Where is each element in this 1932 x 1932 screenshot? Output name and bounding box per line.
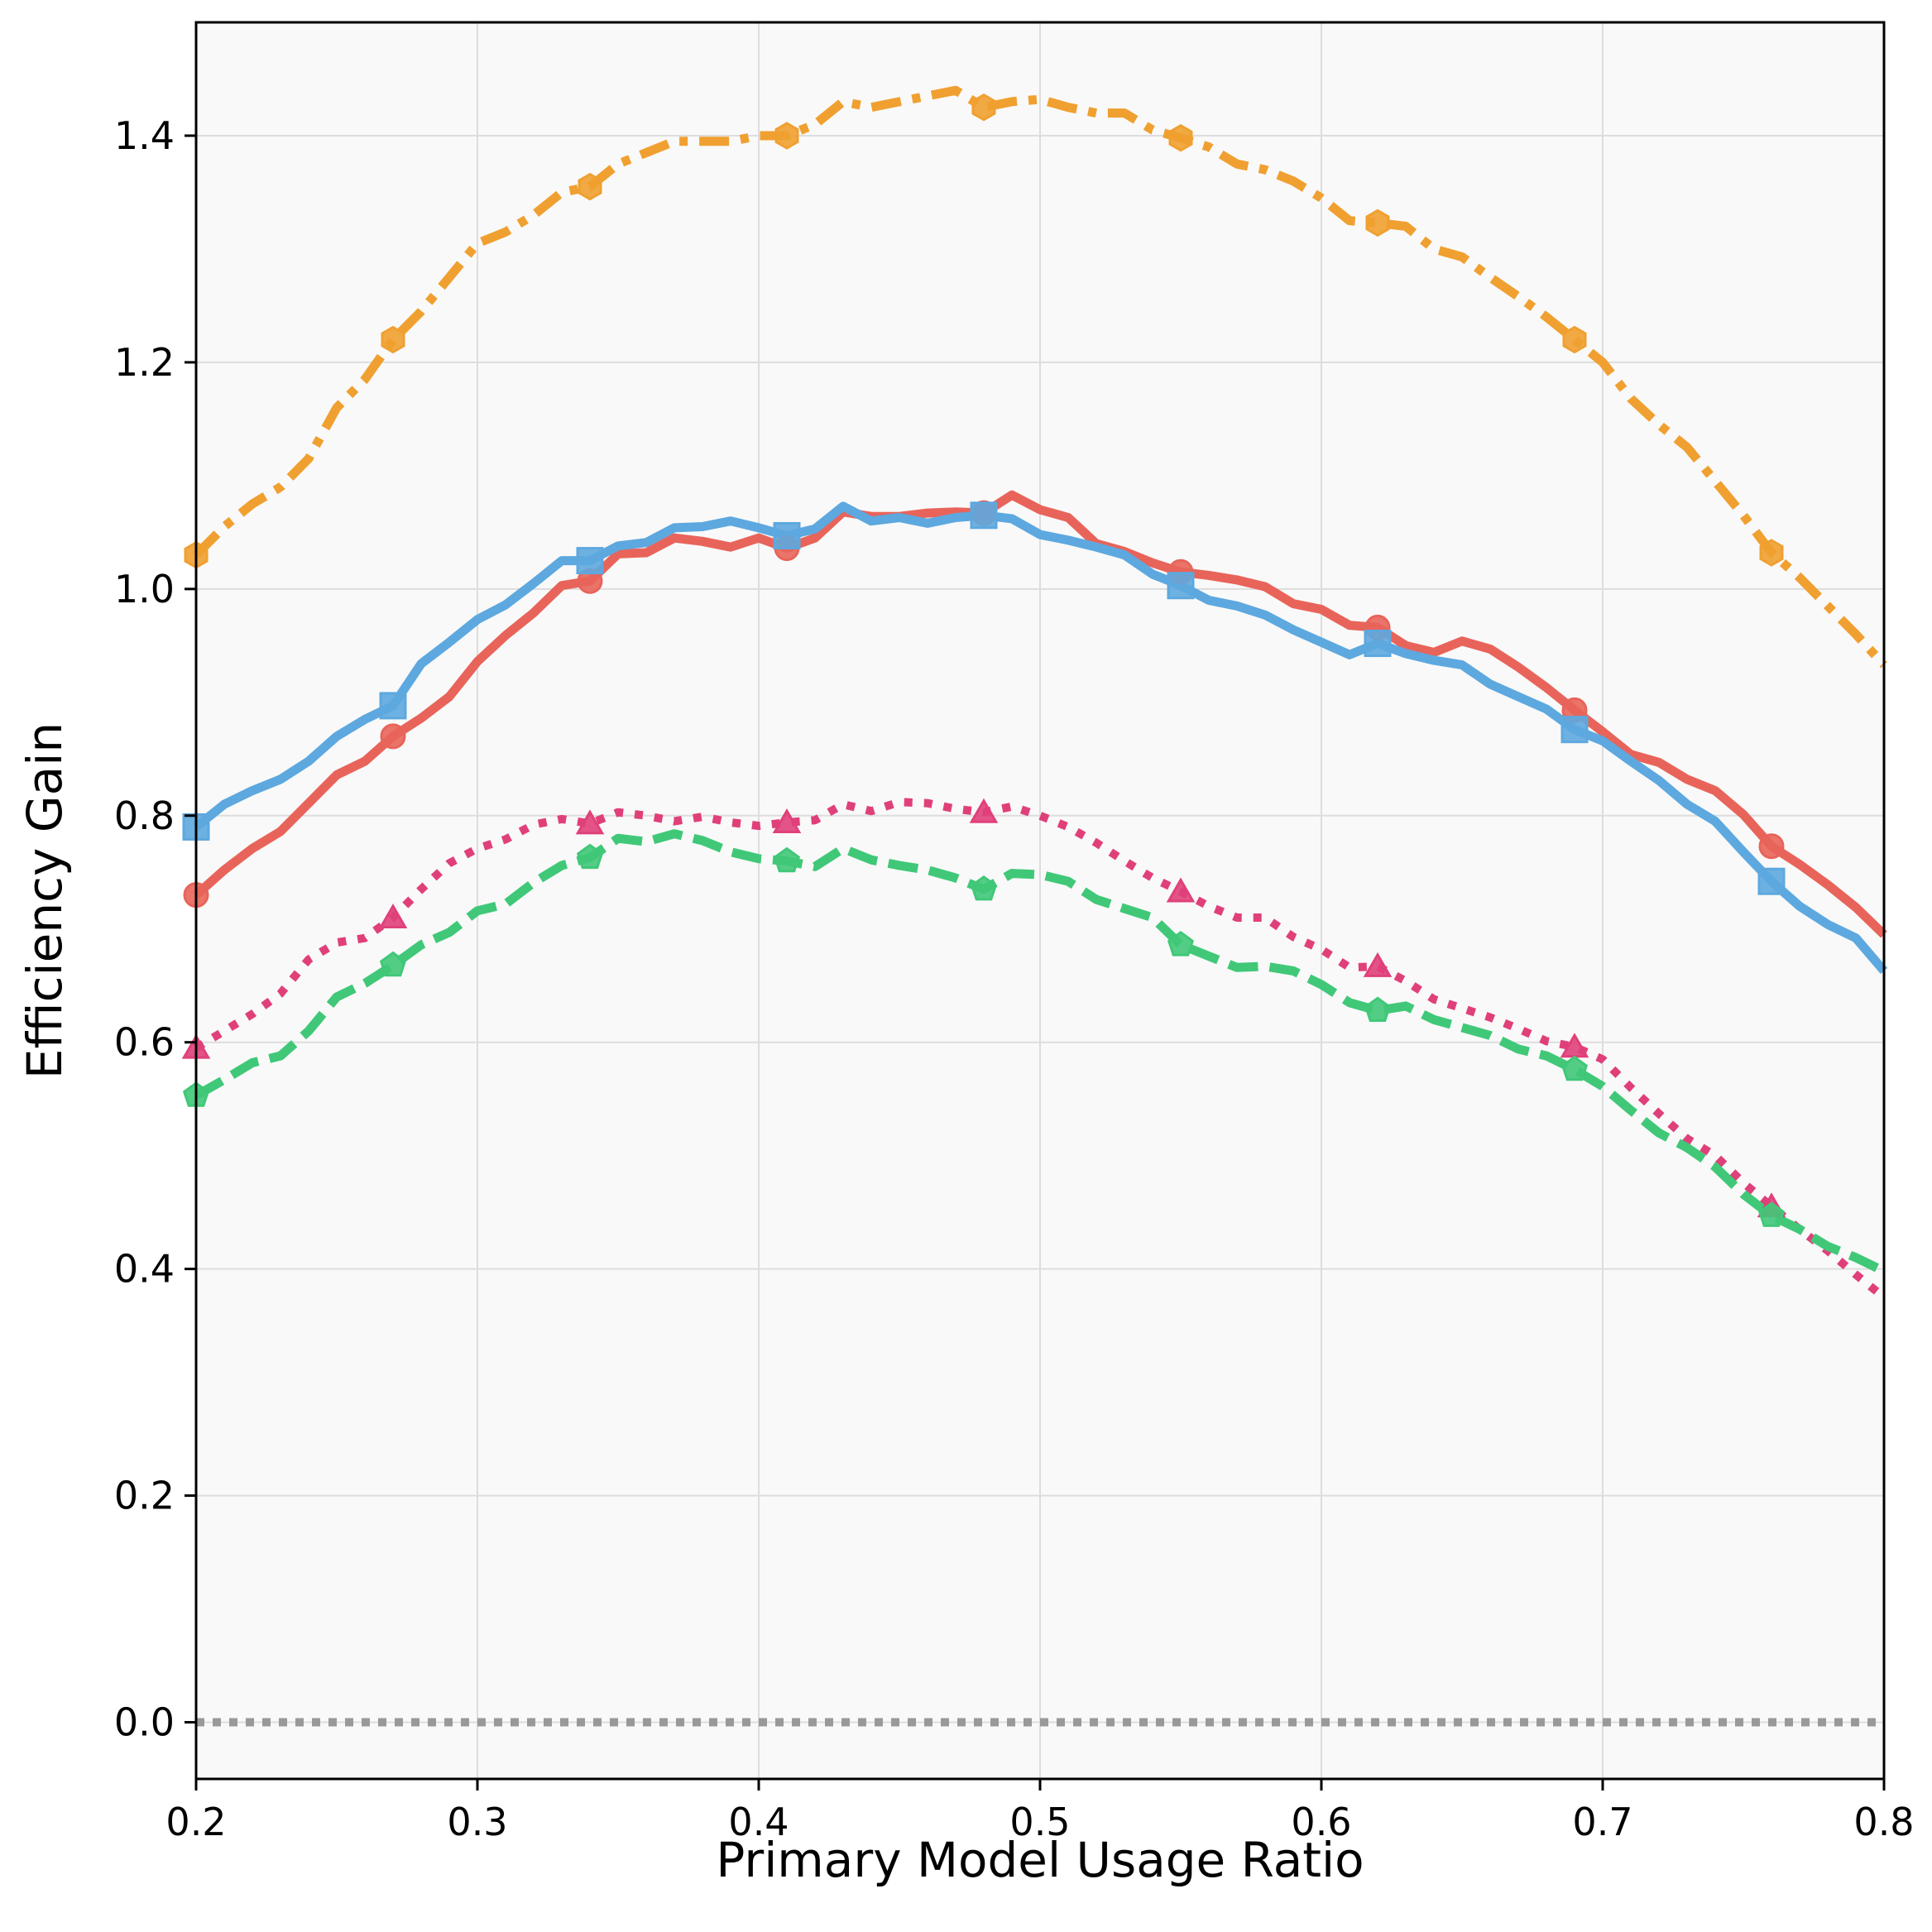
y-tick-label-6: 1.2 bbox=[114, 340, 175, 385]
marker-green-dashed-1 bbox=[379, 951, 407, 977]
x-axis-title: Primary Model Usage Ratio bbox=[716, 1832, 1364, 1888]
x-tick-label-6: 0.8 bbox=[1853, 1800, 1914, 1844]
x-axis-ticks: 0.2 0.3 0.4 0.5 0.6 0.7 0.8 bbox=[165, 1779, 1915, 1844]
marker-green-dashed-5 bbox=[1167, 931, 1195, 956]
marker-red-solid-1 bbox=[380, 723, 406, 750]
marker-blue-solid-4 bbox=[970, 501, 998, 530]
marker-orange-dash-dot-1 bbox=[381, 325, 405, 354]
marker-orange-dash-dot-8 bbox=[1759, 539, 1784, 567]
marker-pink-dotted-1 bbox=[378, 903, 408, 928]
marker-orange-dash-dot-5 bbox=[1168, 123, 1193, 152]
y-axis-title: Efficiency Gain bbox=[17, 722, 73, 1079]
y-tick-label-1: 0.2 bbox=[114, 1474, 175, 1518]
y-tick-label-5: 1.0 bbox=[114, 567, 175, 611]
marker-pink-dotted-2 bbox=[575, 809, 605, 835]
series-line-red-solid bbox=[193, 490, 1887, 938]
marker-pink-dotted-3 bbox=[772, 808, 802, 833]
marker-red-solid-8 bbox=[1758, 833, 1785, 860]
y-axis-ticks: 0.0 0.2 0.4 0.6 0.8 1.0 1.2 1.4 bbox=[114, 113, 196, 1745]
marker-blue-solid-5 bbox=[1167, 572, 1195, 600]
series-line-pink-dotted bbox=[194, 798, 1887, 1301]
y-tick-label-2: 0.4 bbox=[114, 1247, 175, 1292]
marker-blue-solid-3 bbox=[773, 521, 801, 549]
series-line-blue-solid bbox=[193, 501, 1888, 974]
y-tick-label-0: 0.0 bbox=[114, 1700, 175, 1745]
series-line-green-dashed bbox=[194, 829, 1886, 1276]
marker-orange-dash-dot-3 bbox=[774, 122, 799, 150]
y-tick-label-7: 1.4 bbox=[114, 113, 175, 158]
marker-pink-dotted-4 bbox=[969, 798, 999, 823]
x-tick-label-0: 0.2 bbox=[165, 1800, 226, 1844]
marker-green-dashed-4 bbox=[970, 875, 998, 901]
x-tick-label-4: 0.6 bbox=[1291, 1800, 1351, 1844]
marker-green-dashed-7 bbox=[1560, 1055, 1589, 1081]
marker-green-dashed-3 bbox=[773, 846, 801, 873]
marker-orange-dash-dot-6 bbox=[1365, 209, 1390, 237]
marker-blue-solid-1 bbox=[379, 692, 407, 720]
marker-blue-solid-6 bbox=[1364, 630, 1392, 658]
marker-green-dashed-6 bbox=[1364, 996, 1392, 1022]
y-tick-label-4: 0.8 bbox=[114, 793, 175, 838]
marker-pink-dotted-6 bbox=[1363, 952, 1393, 977]
x-tick-label-2: 0.4 bbox=[728, 1800, 789, 1844]
series-line-orange-dash-dot bbox=[193, 85, 1888, 669]
y-tick-label-3: 0.6 bbox=[114, 1020, 175, 1065]
marker-blue-solid-2 bbox=[576, 547, 604, 575]
marker-orange-dash-dot-2 bbox=[578, 172, 602, 201]
series-lines bbox=[193, 85, 1888, 1301]
marker-orange-dash-dot-7 bbox=[1562, 325, 1587, 354]
marker-blue-solid-7 bbox=[1560, 716, 1589, 744]
marker-green-dashed-8 bbox=[1757, 1201, 1786, 1227]
marker-blue-solid-8 bbox=[1757, 867, 1786, 895]
series-markers bbox=[181, 93, 1786, 1227]
marker-pink-dotted-5 bbox=[1166, 877, 1196, 903]
x-tick-label-1: 0.3 bbox=[447, 1800, 507, 1844]
x-tick-label-5: 0.7 bbox=[1572, 1800, 1632, 1844]
marker-green-dashed-2 bbox=[576, 843, 604, 870]
marker-orange-dash-dot-4 bbox=[971, 93, 996, 122]
x-tick-label-3: 0.5 bbox=[1009, 1800, 1070, 1844]
